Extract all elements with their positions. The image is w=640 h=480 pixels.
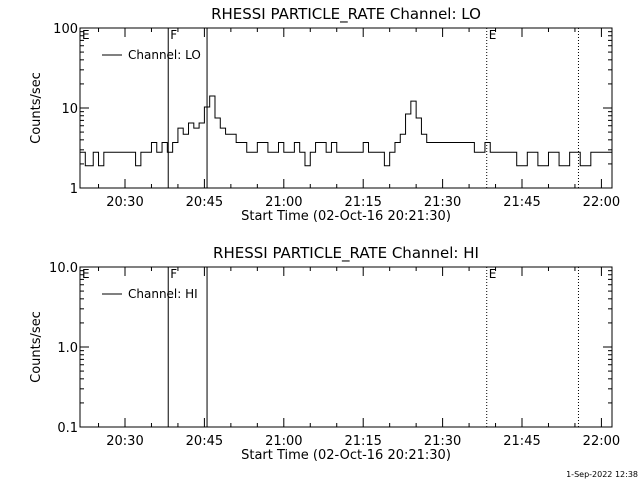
x-tick-label: 21:15 — [344, 195, 381, 210]
x-tick-label: 20:45 — [186, 195, 223, 210]
series-line — [80, 95, 612, 167]
y-tick-label: 10.0 — [49, 261, 78, 276]
x-axis-label: Start Time (02-Oct-16 20:21:30) — [241, 209, 451, 224]
x-tick-label: 21:45 — [503, 195, 540, 210]
x-tick-label: 21:15 — [344, 434, 381, 449]
y-axis-label: Counts/sec — [29, 72, 44, 144]
x-tick-label: 21:00 — [265, 195, 302, 210]
x-axis-label: Start Time (02-Oct-16 20:21:30) — [241, 448, 451, 463]
hi-channel-panel: RHESSI PARTICLE_RATE Channel: HI 0.1 1.0 10… — [29, 244, 620, 463]
y-tick-label: 10 — [61, 102, 78, 117]
x-tick-label: 21:30 — [424, 195, 461, 210]
chart-title: RHESSI PARTICLE_RATE Channel: LO — [211, 5, 481, 24]
footer-timestamp: 1-Sep-2022 12:38 — [566, 470, 638, 479]
y-tick-label: 1 — [70, 182, 78, 197]
event-marker-label: E — [489, 267, 497, 281]
x-tick-label: 20:30 — [106, 195, 143, 210]
event-marker-label: E — [82, 28, 90, 42]
lo-channel-panel: RHESSI PARTICLE_RATE Channel: LO 1 10 100 20… — [29, 5, 620, 224]
legend-label: Channel: HI — [128, 287, 198, 301]
y-tick-label: 100 — [53, 22, 78, 37]
x-tick-label: 20:45 — [186, 434, 223, 449]
event-marker-label: F — [170, 267, 177, 281]
x-tick-label: 22:00 — [583, 195, 620, 210]
legend-label: Channel: LO — [128, 48, 201, 62]
x-tick-label: 20:30 — [106, 434, 143, 449]
x-tick-label: 21:45 — [503, 434, 540, 449]
y-tick-label: 1.0 — [57, 341, 78, 356]
x-tick-label: 21:00 — [265, 434, 302, 449]
x-tick-label: 21:30 — [424, 434, 461, 449]
event-marker-label: E — [489, 28, 497, 42]
event-marker-label: F — [170, 28, 177, 42]
chart-title: RHESSI PARTICLE_RATE Channel: HI — [213, 244, 479, 263]
y-axis-label: Counts/sec — [29, 311, 44, 383]
x-tick-label: 22:00 — [583, 434, 620, 449]
y-tick-label: 0.1 — [57, 421, 78, 436]
event-marker-label: E — [82, 267, 90, 281]
